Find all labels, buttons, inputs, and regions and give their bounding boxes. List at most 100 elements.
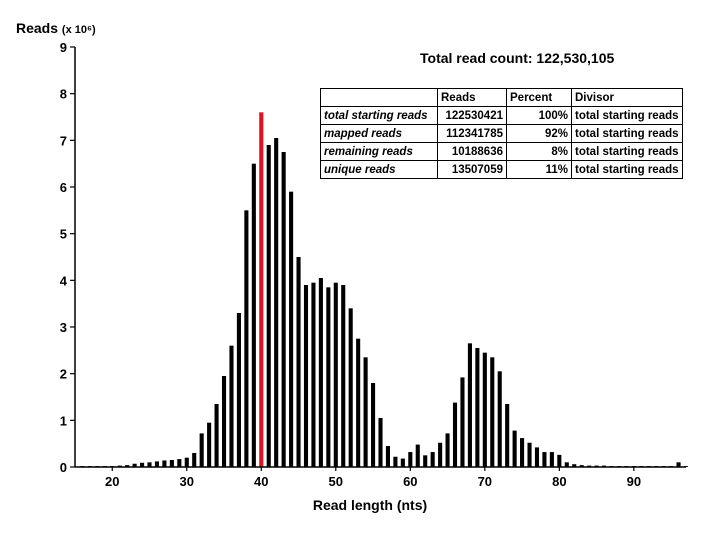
stats-row-divisor: total starting reads (571, 124, 683, 143)
x-tick-label: 60 (403, 474, 417, 489)
bar (318, 278, 323, 467)
bar (385, 446, 390, 467)
bar (147, 462, 152, 467)
stats-row-label: remaining reads (320, 142, 438, 161)
bar (490, 357, 495, 467)
bar (452, 402, 458, 467)
bar (207, 422, 212, 467)
bar (125, 465, 130, 467)
bar (229, 345, 234, 467)
bar (303, 285, 309, 467)
stats-row-reads: 112341785 (437, 124, 507, 143)
bar (169, 460, 174, 467)
bar (482, 352, 487, 467)
chart-title: Total read count: 122,530,105 (420, 50, 615, 66)
stats-row-divisor: total starting reads (571, 160, 683, 179)
bar (408, 452, 413, 467)
bar (274, 138, 279, 467)
bar (564, 462, 569, 467)
bar (356, 338, 361, 467)
stats-header-divisor: Divisor (571, 88, 683, 107)
stats-row: remaining reads 10188636 8% total starti… (320, 142, 683, 161)
bar (221, 376, 227, 467)
stats-row-label: total starting reads (320, 106, 438, 125)
x-ticks-group: 20 30 40 50 60 70 80 90 (105, 467, 641, 489)
y-tick-label: 4 (60, 273, 68, 288)
stats-table-header-row: Reads Percent Divisor (320, 88, 683, 107)
bar (162, 460, 167, 467)
bar (154, 461, 160, 467)
x-tick-label: 70 (478, 474, 492, 489)
stats-row-divisor: total starting reads (571, 106, 683, 125)
bar (363, 357, 368, 467)
stats-row-label: mapped reads (320, 124, 438, 143)
bar (378, 418, 383, 467)
stats-table: Reads Percent Divisor total starting rea… (320, 88, 683, 179)
bar (460, 377, 465, 467)
bar (236, 313, 241, 467)
bar (572, 464, 577, 467)
bar (497, 371, 502, 467)
stats-row: mapped reads 112341785 92% total startin… (320, 124, 683, 143)
bar (423, 455, 428, 467)
bar (281, 152, 286, 467)
bar (333, 282, 338, 467)
bar (557, 454, 562, 467)
bar (676, 462, 681, 467)
bar (467, 343, 472, 467)
x-tick-label: 40 (254, 474, 268, 489)
bar (132, 463, 137, 467)
bar (430, 452, 435, 467)
y-tick-label: 9 (60, 40, 67, 55)
x-tick-label: 80 (552, 474, 566, 489)
x-tick-label: 90 (627, 474, 641, 489)
stats-row: total starting reads 122530421 100% tota… (320, 106, 683, 125)
bar (251, 163, 256, 468)
bar (512, 430, 517, 467)
x-tick-label: 30 (180, 474, 194, 489)
bar (445, 433, 450, 467)
y-tick-label: 6 (60, 180, 67, 195)
stats-header-percent: Percent (506, 88, 572, 107)
y-tick-label: 5 (60, 227, 67, 242)
bar (311, 282, 316, 467)
stats-row-reads: 13507059 (437, 160, 507, 179)
stats-header-reads: Reads (437, 88, 507, 107)
bar (341, 285, 346, 467)
bar (393, 456, 398, 467)
bar (549, 452, 554, 467)
bar (140, 462, 145, 467)
y-tick-label: 2 (60, 367, 67, 382)
stats-row-label: unique reads (320, 160, 438, 179)
y-tick-label: 1 (60, 413, 67, 428)
stats-row-reads: 10188636 (437, 142, 507, 161)
stats-row-percent: 100% (506, 106, 572, 125)
y-tick-label: 8 (60, 87, 67, 102)
y-axis-label: Reads (x 10⁶) (16, 20, 96, 36)
bar (199, 433, 204, 467)
stats-row-reads: 122530421 (437, 106, 507, 125)
x-tick-label: 50 (329, 474, 343, 489)
bar (400, 458, 405, 467)
stats-row: unique reads 13507059 11% total starting… (320, 160, 683, 179)
bar (475, 348, 480, 467)
bar (214, 404, 219, 467)
bar (192, 453, 197, 467)
bar (371, 383, 376, 467)
bar (534, 447, 540, 467)
axes-group (74, 47, 686, 468)
y-tick-label: 3 (60, 320, 67, 335)
bar (438, 442, 443, 467)
bar-highlight (259, 112, 264, 467)
x-axis-label: Read length (nts) (312, 497, 428, 513)
y-ticks-group: 0 1 2 3 4 5 6 7 8 9 (60, 40, 75, 475)
bar (415, 444, 420, 467)
y-axis-label-unit: (x 10⁶) (61, 24, 96, 36)
bar (527, 442, 532, 467)
y-axis-label-main: Reads (16, 20, 59, 36)
bar (244, 210, 249, 467)
stats-row-percent: 92% (506, 124, 572, 143)
stats-header-empty (320, 88, 438, 107)
bars-group (80, 112, 689, 468)
